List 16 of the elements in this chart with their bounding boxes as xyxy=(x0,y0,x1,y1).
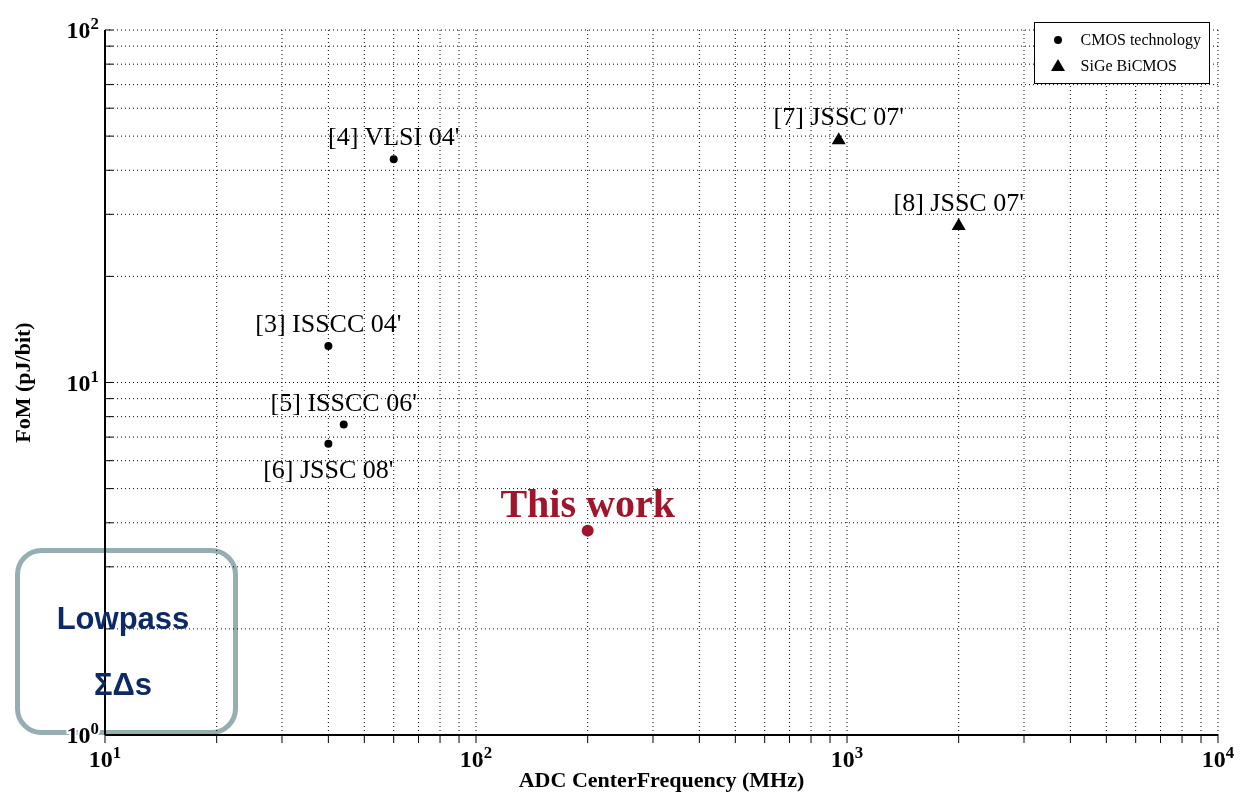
y-tick-label: 10$^{2}$ xyxy=(66,13,99,43)
y-tick-label: 10$^{1}$ xyxy=(66,366,99,396)
x-tick-label: 10$^{3}$ xyxy=(830,742,864,772)
annotation: [3] ISSCC 04' xyxy=(255,308,402,338)
annotation: [8] JSSC 07' xyxy=(893,187,1024,217)
legend-label: SiGe BiCMOS xyxy=(1080,57,1178,75)
y-axis-title: FoM (pJ/bit) xyxy=(9,322,35,443)
annotation: [7] JSSC 07' xyxy=(773,102,904,132)
x-tick-label: 10$^{2}$ xyxy=(459,742,493,772)
annotation: This work xyxy=(500,480,676,526)
legend-label: CMOS technology xyxy=(1080,31,1201,49)
x-tick-label: 10$^{4}$ xyxy=(1201,742,1235,772)
x-axis-title: ADC CenterFrequency (MHz) xyxy=(518,767,805,792)
annotation: [4] VLSI 04' xyxy=(328,122,460,152)
annotation: [6] JSSC 08' xyxy=(263,454,394,484)
annotation: [5] ISSCC 06' xyxy=(270,387,417,417)
